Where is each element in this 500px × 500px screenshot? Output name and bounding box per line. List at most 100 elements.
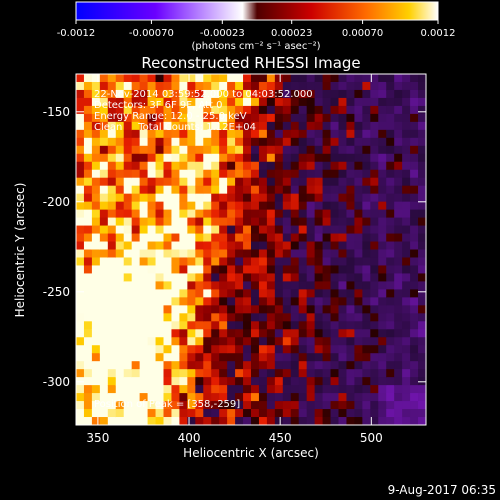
- heatmap-cell: [418, 161, 426, 171]
- heatmap-cell: [314, 353, 324, 362]
- heatmap-cell: [322, 297, 332, 306]
- heatmap-cell: [243, 249, 252, 259]
- heatmap-cell: [346, 201, 356, 211]
- heatmap-cell: [243, 377, 252, 386]
- heatmap-cell: [386, 97, 395, 107]
- heatmap-cell: [402, 161, 411, 171]
- heatmap-cell: [219, 97, 228, 107]
- heatmap-cell: [418, 169, 426, 179]
- heatmap-cell: [219, 305, 228, 314]
- heatmap-cell: [394, 105, 403, 115]
- heatmap-cell: [378, 281, 387, 290]
- heatmap-cell: [155, 417, 165, 425]
- heatmap-cell: [227, 369, 236, 378]
- heatmap-cell: [163, 217, 173, 227]
- heatmap-cell: [187, 281, 196, 290]
- heatmap-cell: [258, 145, 268, 155]
- heatmap-cell: [362, 193, 371, 203]
- heatmap-cell: [163, 257, 173, 267]
- heatmap-cell: [227, 377, 236, 386]
- heatmap-cell: [123, 121, 133, 131]
- heatmap-cell: [163, 89, 173, 99]
- heatmap-cell: [266, 321, 276, 330]
- heatmap-cell: [370, 313, 379, 322]
- heatmap-cell: [91, 353, 101, 362]
- x-tick-label: 450: [269, 431, 292, 445]
- heatmap-cell: [298, 409, 308, 418]
- heatmap-cell: [386, 225, 395, 235]
- heatmap-cell: [83, 337, 93, 346]
- heatmap-cell: [243, 233, 252, 243]
- heatmap-cell: [171, 385, 181, 394]
- heatmap-cell: [219, 265, 228, 275]
- heatmap-cell: [314, 305, 324, 314]
- heatmap-cell: [306, 74, 316, 83]
- heatmap-cell: [322, 74, 332, 83]
- heatmap-cell: [394, 233, 403, 243]
- heatmap-cell: [354, 369, 363, 378]
- heatmap-cell: [314, 369, 324, 378]
- heatmap-cell: [123, 313, 133, 322]
- heatmap-cell: [338, 369, 348, 378]
- heatmap-cell: [290, 153, 300, 163]
- heatmap-cell: [251, 177, 260, 187]
- heatmap-cell: [410, 313, 419, 322]
- heatmap-cell: [115, 241, 125, 251]
- heatmap-cell: [139, 273, 149, 283]
- heatmap-cell: [370, 129, 379, 139]
- heatmap-cell: [251, 329, 260, 338]
- heatmap-cell: [290, 177, 300, 187]
- heatmap-cell: [322, 81, 332, 91]
- heatmap-cell: [410, 113, 419, 123]
- heatmap-cell: [211, 377, 220, 386]
- heatmap-cell: [378, 329, 387, 338]
- heatmap-cell: [402, 201, 411, 211]
- heatmap-cell: [187, 401, 196, 410]
- heatmap-cell: [147, 177, 157, 187]
- heatmap-cell: [386, 241, 395, 251]
- heatmap-cell: [243, 393, 252, 402]
- heatmap-cell: [107, 161, 117, 171]
- heatmap-cell: [179, 105, 188, 115]
- heatmap-cell: [131, 241, 141, 251]
- heatmap-cell: [386, 249, 395, 259]
- heatmap-cell: [370, 201, 379, 211]
- heatmap-cell: [171, 281, 181, 290]
- heatmap-cell: [155, 193, 165, 203]
- heatmap-cell: [83, 353, 93, 362]
- heatmap-cell: [298, 369, 308, 378]
- heatmap-cell: [274, 281, 284, 290]
- heatmap-cell: [227, 81, 236, 91]
- heatmap-cell: [107, 97, 117, 107]
- heatmap-cell: [418, 201, 426, 211]
- heatmap-cell: [314, 265, 324, 275]
- heatmap-cell: [418, 329, 426, 338]
- heatmap-cell: [258, 305, 268, 314]
- heatmap-cell: [171, 177, 181, 187]
- heatmap-cell: [171, 225, 181, 235]
- heatmap-cell: [322, 273, 332, 283]
- heatmap-cell: [227, 321, 236, 330]
- heatmap-cell: [386, 361, 395, 370]
- heatmap-cell: [290, 337, 300, 346]
- heatmap-cell: [394, 225, 403, 235]
- heatmap-cell: [402, 321, 411, 330]
- heatmap-cell: [171, 313, 181, 322]
- heatmap-cell: [298, 193, 308, 203]
- heatmap-cell: [274, 121, 284, 131]
- heatmap-cell: [211, 89, 220, 99]
- heatmap-cell: [76, 241, 85, 251]
- heatmap-cell: [258, 409, 268, 418]
- heatmap-cell: [370, 345, 379, 354]
- heatmap-cell: [314, 169, 324, 179]
- heatmap-cell: [394, 177, 403, 187]
- heatmap-cell: [410, 209, 419, 219]
- heatmap-cell: [83, 89, 93, 99]
- heatmap-cell: [107, 265, 117, 275]
- heatmap-cell: [362, 121, 371, 131]
- heatmap-cell: [211, 74, 220, 83]
- heatmap-cell: [418, 369, 426, 378]
- heatmap-cell: [410, 241, 419, 251]
- heatmap-cell: [227, 241, 236, 251]
- heatmap-cell: [163, 113, 173, 123]
